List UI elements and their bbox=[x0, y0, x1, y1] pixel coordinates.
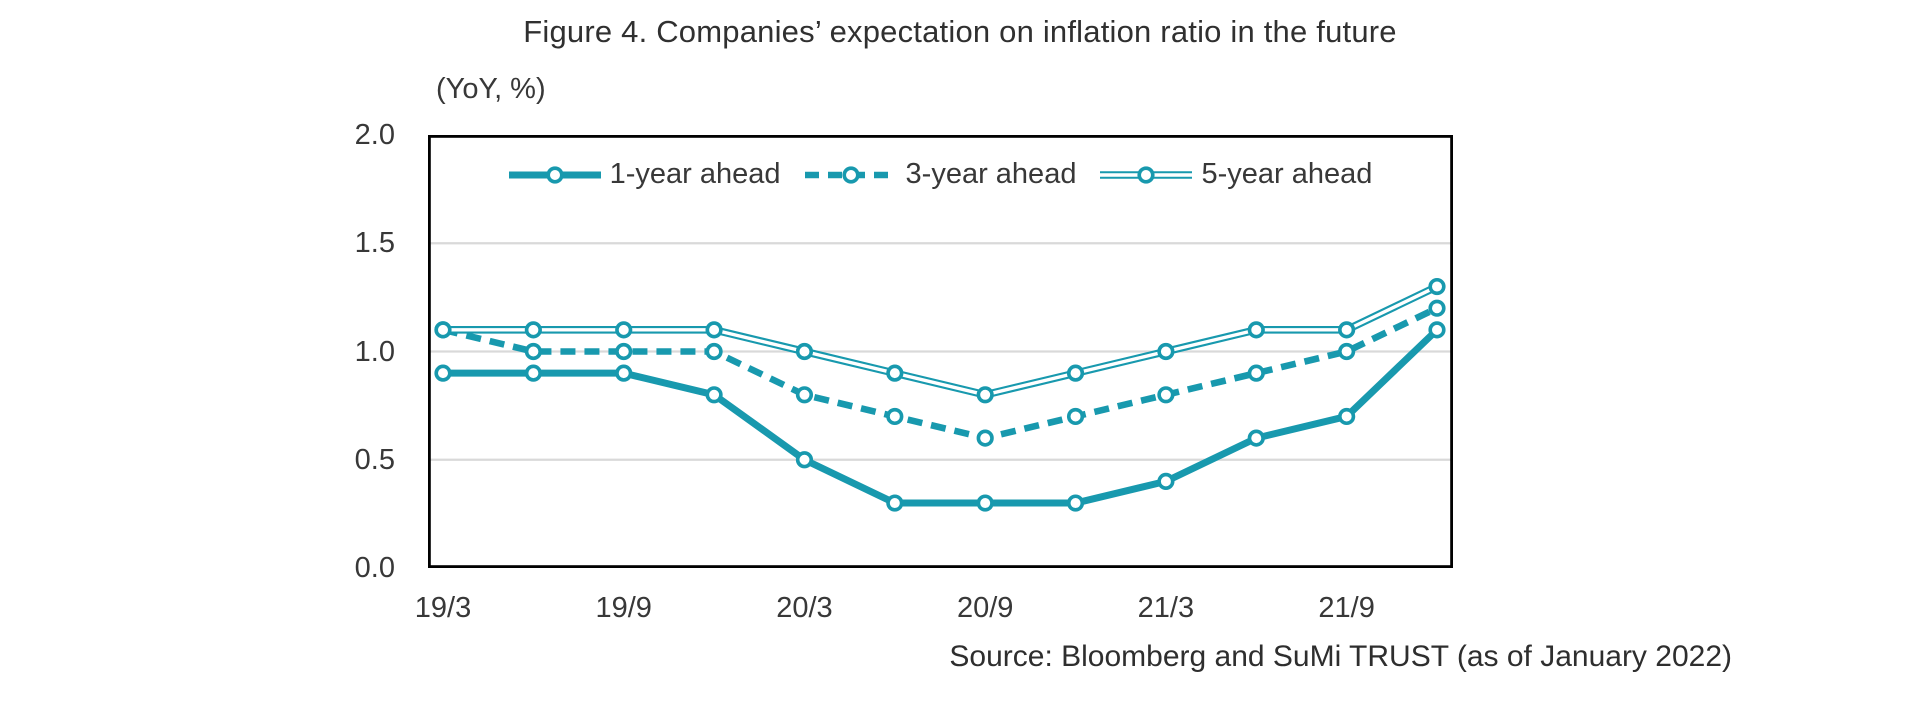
y-tick-label: 0.0 bbox=[354, 552, 395, 584]
data-point-marker bbox=[1338, 342, 1356, 361]
legend-label: 3-year ahead bbox=[905, 158, 1077, 190]
legend-label: 5-year ahead bbox=[1201, 158, 1373, 190]
y-tick-label: 1.5 bbox=[354, 227, 395, 260]
data-point-marker bbox=[1428, 321, 1446, 339]
data-point-marker bbox=[976, 494, 994, 512]
data-point-marker bbox=[524, 342, 542, 361]
chart-legend: 1-year ahead 3-year ahead 5-year ahead bbox=[428, 158, 1453, 191]
legend-swatch-icon bbox=[804, 165, 897, 184]
y-tick-label: 0.5 bbox=[354, 443, 395, 476]
y-tick-label: 1.0 bbox=[354, 335, 395, 368]
data-point-marker bbox=[1428, 277, 1446, 296]
legend-item: 5-year ahead bbox=[1100, 158, 1372, 191]
y-axis-unit-label: (YoY, %) bbox=[436, 73, 546, 105]
x-tick-label: 21/3 bbox=[1137, 592, 1195, 624]
x-tick-label: 19/9 bbox=[595, 592, 652, 624]
data-point-marker bbox=[976, 386, 994, 404]
data-point-marker bbox=[615, 342, 633, 361]
data-point-marker bbox=[795, 451, 814, 469]
data-point-marker bbox=[434, 321, 452, 339]
data-point-marker bbox=[1157, 472, 1175, 491]
data-point-marker bbox=[705, 321, 723, 339]
data-point-marker bbox=[795, 342, 814, 361]
data-point-marker bbox=[705, 386, 723, 404]
legend-swatch-icon bbox=[508, 165, 601, 184]
data-point-marker bbox=[705, 342, 723, 361]
data-point-marker bbox=[1428, 299, 1446, 317]
data-point-marker bbox=[1247, 364, 1265, 382]
data-point-marker bbox=[524, 364, 542, 382]
data-point-marker bbox=[886, 494, 904, 512]
plot-area bbox=[428, 135, 1453, 568]
legend-item: 3-year ahead bbox=[804, 158, 1077, 191]
data-point-marker bbox=[795, 386, 814, 404]
legend-item: 1-year ahead bbox=[508, 158, 781, 191]
x-tick-label: 21/9 bbox=[1318, 592, 1375, 624]
legend-swatch-icon bbox=[1100, 165, 1193, 184]
data-point-marker bbox=[1066, 407, 1085, 426]
series-line-2 bbox=[442, 305, 1439, 442]
data-point-marker bbox=[1338, 321, 1356, 339]
data-point-marker bbox=[1157, 386, 1175, 404]
plot-border bbox=[428, 135, 1453, 568]
series-line-3 bbox=[443, 283, 1439, 399]
data-point-marker bbox=[524, 321, 542, 339]
x-tick-label: 20/3 bbox=[776, 592, 833, 624]
data-point-marker bbox=[1066, 364, 1085, 382]
chart-title: Figure 4. Companies’ expectation on infl… bbox=[523, 14, 1397, 49]
data-point-marker bbox=[615, 364, 633, 382]
x-tick-label: 20/9 bbox=[956, 592, 1014, 624]
series-line-3-core bbox=[443, 285, 1438, 397]
data-point-marker bbox=[886, 364, 904, 382]
x-tick-label: 19/3 bbox=[414, 592, 472, 624]
legend-label: 1-year ahead bbox=[609, 158, 781, 190]
data-point-marker bbox=[1247, 321, 1265, 339]
data-point-marker bbox=[615, 321, 633, 339]
data-point-marker bbox=[1247, 429, 1265, 447]
data-point-marker bbox=[976, 429, 994, 447]
data-point-marker bbox=[1338, 407, 1356, 426]
series-line-1 bbox=[443, 327, 1440, 507]
source-note: Source: Bloomberg and SuMi TRUST (as of … bbox=[949, 640, 1732, 673]
data-point-marker bbox=[1066, 494, 1085, 512]
data-point-marker bbox=[434, 364, 452, 382]
y-tick-label: 2.0 bbox=[354, 119, 395, 151]
data-point-marker bbox=[886, 407, 904, 426]
data-point-marker bbox=[1157, 342, 1175, 361]
